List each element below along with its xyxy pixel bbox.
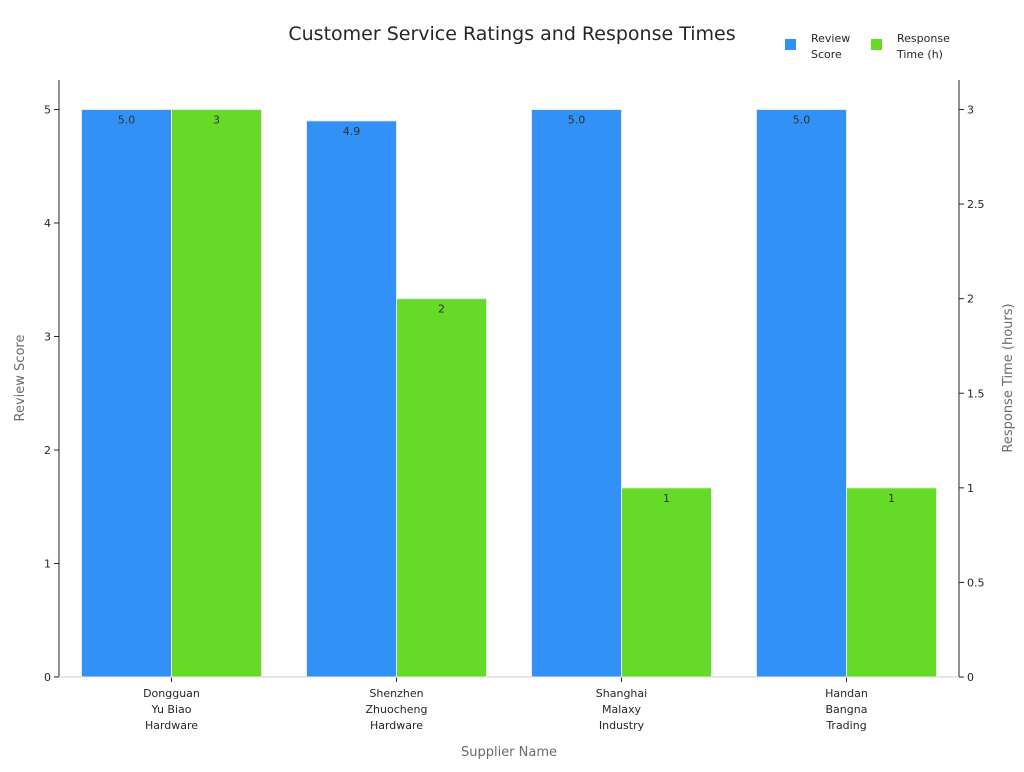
bar-review-score: [306, 120, 397, 678]
right-tick-label: 0.5: [967, 576, 985, 589]
right-y-axis: 0 0.5 1 1.5 2 2.5 3: [958, 80, 985, 684]
left-tick-label: 2: [44, 444, 51, 457]
left-tick-label: 4: [44, 217, 51, 230]
bar-value-label: 3: [213, 114, 220, 127]
legend: Review Score Response Time (h): [785, 32, 950, 61]
x-axis: Dongguan Yu Biao Hardware Shenzhen Zhuocheng…: [59, 676, 959, 732]
left-tick-label: 0: [44, 671, 51, 684]
left-y-axis: 0 1 2 3 4 5: [44, 80, 60, 684]
legend-swatch: [871, 39, 882, 50]
chart-title: Customer Service Ratings and Response Ti…: [288, 23, 735, 45]
x-tick-label: Dongguan Yu Biao Hardware: [143, 687, 200, 732]
left-tick-label: 5: [44, 104, 51, 117]
legend-swatch: [785, 39, 796, 50]
x-tick-label: Shenzhen Zhuocheng Hardware: [366, 687, 428, 732]
right-tick-label: 0: [967, 671, 974, 684]
bar-value-label: 1: [663, 492, 670, 505]
legend-label: Review Score: [811, 32, 850, 61]
left-tick-label: 3: [44, 331, 51, 344]
left-tick-label: 1: [44, 558, 51, 571]
bar-review-score: [531, 109, 622, 678]
x-tick-label: Shanghai Malaxy Industry: [596, 687, 647, 732]
bar-value-label: 4.9: [343, 125, 361, 138]
left-y-axis-label: Review Score: [13, 335, 28, 422]
x-tick-label: Handan Bangna Trading: [825, 687, 868, 732]
bars: 5.0 3 4.9 2 5.0 1 5.0 1: [81, 109, 937, 678]
right-y-axis-label: Response Time (hours): [1001, 303, 1016, 452]
bar-review-score: [81, 109, 172, 678]
right-tick-label: 1: [967, 482, 974, 495]
bar-response-time: [846, 487, 937, 678]
bar-value-label: 1: [888, 492, 895, 505]
right-tick-label: 2: [967, 293, 974, 306]
bar-value-label: 5.0: [118, 114, 136, 127]
x-axis-label: Supplier Name: [461, 745, 557, 760]
legend-label: Response Time (h): [896, 32, 950, 61]
bar-value-label: 2: [438, 303, 445, 316]
right-tick-label: 3: [967, 104, 974, 117]
bar-review-score: [756, 109, 847, 678]
right-tick-label: 1.5: [967, 387, 985, 400]
right-tick-label: 2.5: [967, 198, 985, 211]
bar-response-time: [621, 487, 712, 678]
bar-value-label: 5.0: [568, 114, 586, 127]
bar-value-label: 5.0: [793, 114, 811, 127]
bar-response-time: [171, 109, 262, 678]
bar-response-time: [396, 298, 487, 678]
